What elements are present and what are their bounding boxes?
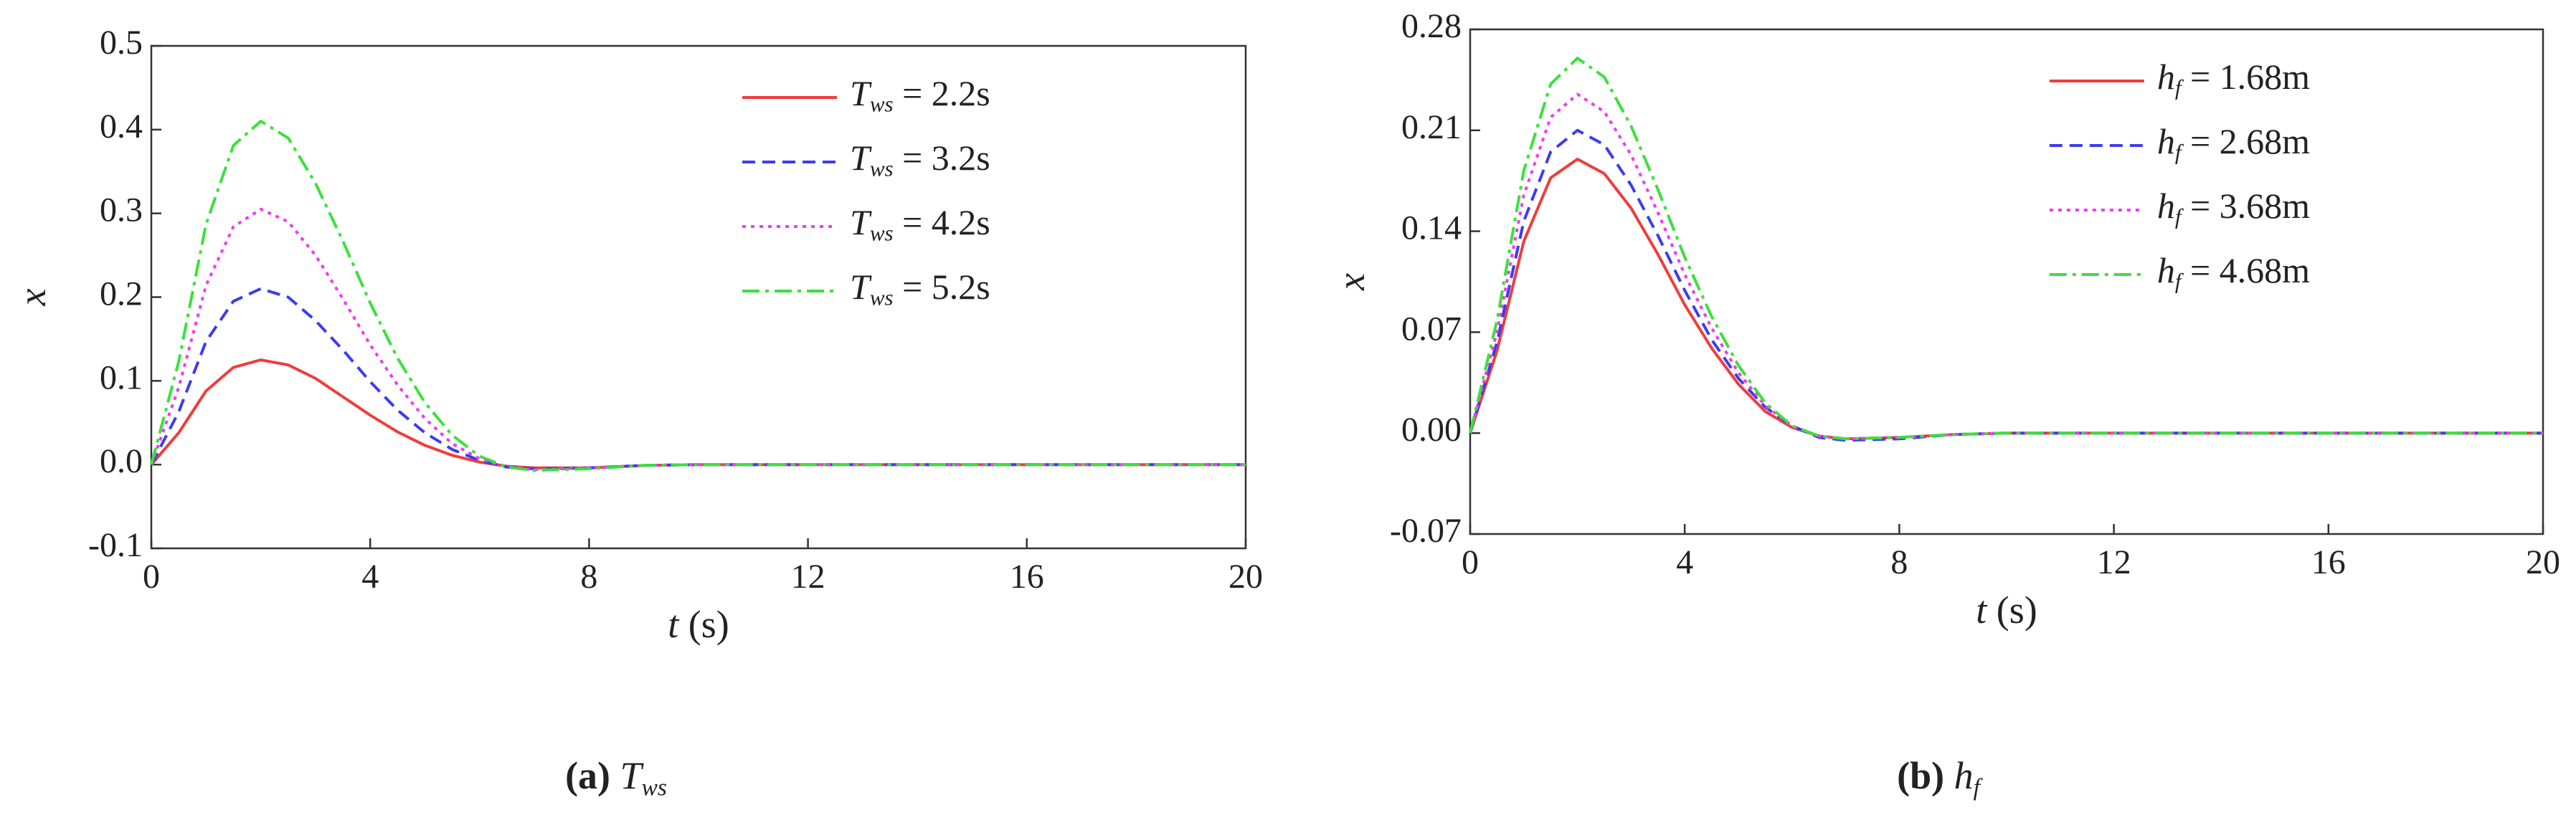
series-line <box>150 207 1246 472</box>
y-tick-label: 0.1 <box>100 358 143 396</box>
legend-label: Tws = 2.2s <box>850 73 990 116</box>
y-tick-label: 0.0 <box>100 442 143 480</box>
x-tick-label: 0 <box>143 558 160 596</box>
x-tick-label: 8 <box>1890 543 1908 581</box>
y-tick-label: 0.07 <box>1401 310 1462 348</box>
x-tick-label: 12 <box>2097 543 2131 581</box>
series-line <box>1469 92 2543 441</box>
x-tick-label: 4 <box>361 558 379 596</box>
y-tick-label: 0.21 <box>1401 108 1462 146</box>
series-line <box>150 287 1246 470</box>
legend-label: hf = 4.68m <box>2157 250 2310 293</box>
legend-label: hf = 2.68m <box>2157 121 2310 164</box>
series-line <box>1469 57 2543 441</box>
y-tick-label: -0.1 <box>88 526 143 564</box>
x-tick-label: 0 <box>1462 543 1479 581</box>
x-tick-label: 20 <box>2526 543 2560 581</box>
x-axis-label: t (s) <box>668 603 729 646</box>
legend-label: Tws = 5.2s <box>850 267 990 310</box>
series-line <box>150 120 1246 472</box>
series-line <box>1469 128 2543 442</box>
series-line <box>150 358 1246 470</box>
y-tick-label: 0.2 <box>100 275 143 313</box>
legend-label: hf = 3.68m <box>2157 186 2310 229</box>
x-tick-label: 16 <box>1010 558 1044 596</box>
x-tick-label: 16 <box>2311 543 2346 581</box>
y-tick-label: 0.28 <box>1401 7 1462 45</box>
plot-frame <box>150 44 1247 550</box>
legend-label: Tws = 4.2s <box>850 202 990 245</box>
y-tick-label: -0.07 <box>1390 512 1462 550</box>
y-tick-label: 0.14 <box>1401 209 1462 247</box>
legend-label: hf = 1.68m <box>2157 57 2310 100</box>
y-axis-label: x <box>11 288 54 306</box>
series-line <box>1469 158 2543 441</box>
caption: (a) Tws <box>565 754 667 801</box>
plot-frame <box>1469 28 2544 535</box>
y-tick-label: 0.00 <box>1401 411 1462 449</box>
y-tick-label: 0.3 <box>100 191 143 229</box>
x-tick-label: 8 <box>580 558 597 596</box>
x-tick-label: 4 <box>1676 543 1693 581</box>
y-tick-label: 0.4 <box>100 108 143 146</box>
y-tick-label: 0.5 <box>100 24 143 62</box>
legend-label: Tws = 3.2s <box>850 138 990 181</box>
caption: (b) hf <box>1897 754 1984 801</box>
x-axis-label: t (s) <box>1976 588 2037 631</box>
x-tick-label: 12 <box>791 558 825 596</box>
y-axis-label: x <box>1330 273 1373 291</box>
x-tick-label: 20 <box>1228 558 1263 596</box>
